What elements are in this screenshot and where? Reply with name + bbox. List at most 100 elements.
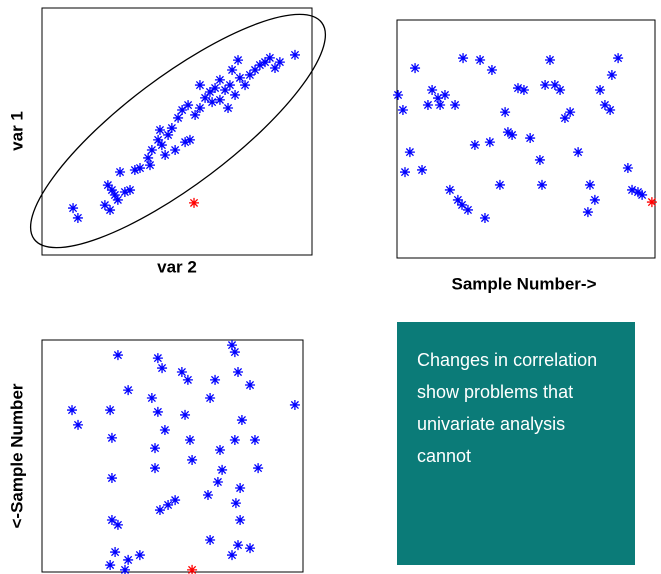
marker [452,194,463,205]
marker [154,505,165,516]
marker [112,194,123,205]
marker [250,64,261,75]
marker [102,180,113,191]
marker [220,85,231,96]
marker [99,200,110,211]
marker [500,107,511,118]
marker [584,179,595,190]
marker [105,405,116,416]
marker [112,519,123,530]
marker [240,80,251,91]
marker [215,444,226,455]
marker [632,187,643,198]
marker [163,129,174,140]
callout: Changes in correlation show problems tha… [397,322,635,565]
marker [450,99,461,110]
marker [135,163,146,174]
marker [235,515,246,526]
marker [160,149,171,160]
marker [214,74,225,85]
marker [119,187,130,198]
marker [184,134,195,145]
marker [435,99,446,110]
marker [439,89,450,100]
marker [235,483,246,494]
marker [150,443,161,454]
marker [233,367,244,378]
marker [565,107,576,118]
marker [513,83,524,94]
marker [207,97,218,108]
marker [475,54,486,65]
marker [410,63,421,74]
marker [289,399,300,410]
marker [223,103,234,114]
marker [399,167,410,178]
marker [200,92,211,103]
marker [249,434,260,445]
marker [105,205,116,216]
marker [637,189,648,200]
marker [125,185,136,196]
marker [599,99,610,110]
marker [180,137,191,148]
marker [163,499,174,510]
marker [462,204,473,215]
marker [106,185,117,196]
x-axis-label: Sample Number-> [451,274,596,293]
marker [502,127,513,138]
marker [534,154,545,165]
marker [525,133,536,144]
marker [205,393,216,403]
marker [622,163,633,174]
marker [180,409,191,420]
marker [417,164,428,175]
marker [507,129,518,140]
marker [134,550,145,561]
marker [190,109,201,120]
y-axis-label: var 1 [7,111,26,151]
marker [72,212,83,223]
marker [289,49,300,60]
marker [484,137,495,148]
marker [486,64,497,75]
marker [184,434,195,445]
marker [233,55,244,66]
marker [404,147,415,158]
marker [559,113,570,124]
marker [152,353,163,364]
marker [119,564,130,574]
marker [627,184,638,195]
marker [494,179,505,190]
marker [229,434,240,445]
marker [146,393,157,403]
marker [260,57,271,68]
marker [146,145,157,156]
marker [573,147,584,158]
marker [67,405,78,416]
marker [427,84,438,95]
marker [589,194,600,205]
marker [106,515,117,526]
marker [606,69,617,80]
marker [582,207,593,218]
marker [129,165,140,176]
marker [153,134,164,145]
marker [123,385,134,396]
marker [166,123,177,134]
plot-frame [41,7,313,256]
marker [479,213,490,224]
marker [227,340,238,351]
marker [145,160,155,171]
marker [189,197,200,208]
marker [230,498,241,509]
marker [182,374,193,385]
marker [105,560,116,571]
marker [73,419,84,430]
marker [154,125,165,136]
marker [397,104,408,115]
marker [540,79,551,90]
marker [229,347,240,358]
